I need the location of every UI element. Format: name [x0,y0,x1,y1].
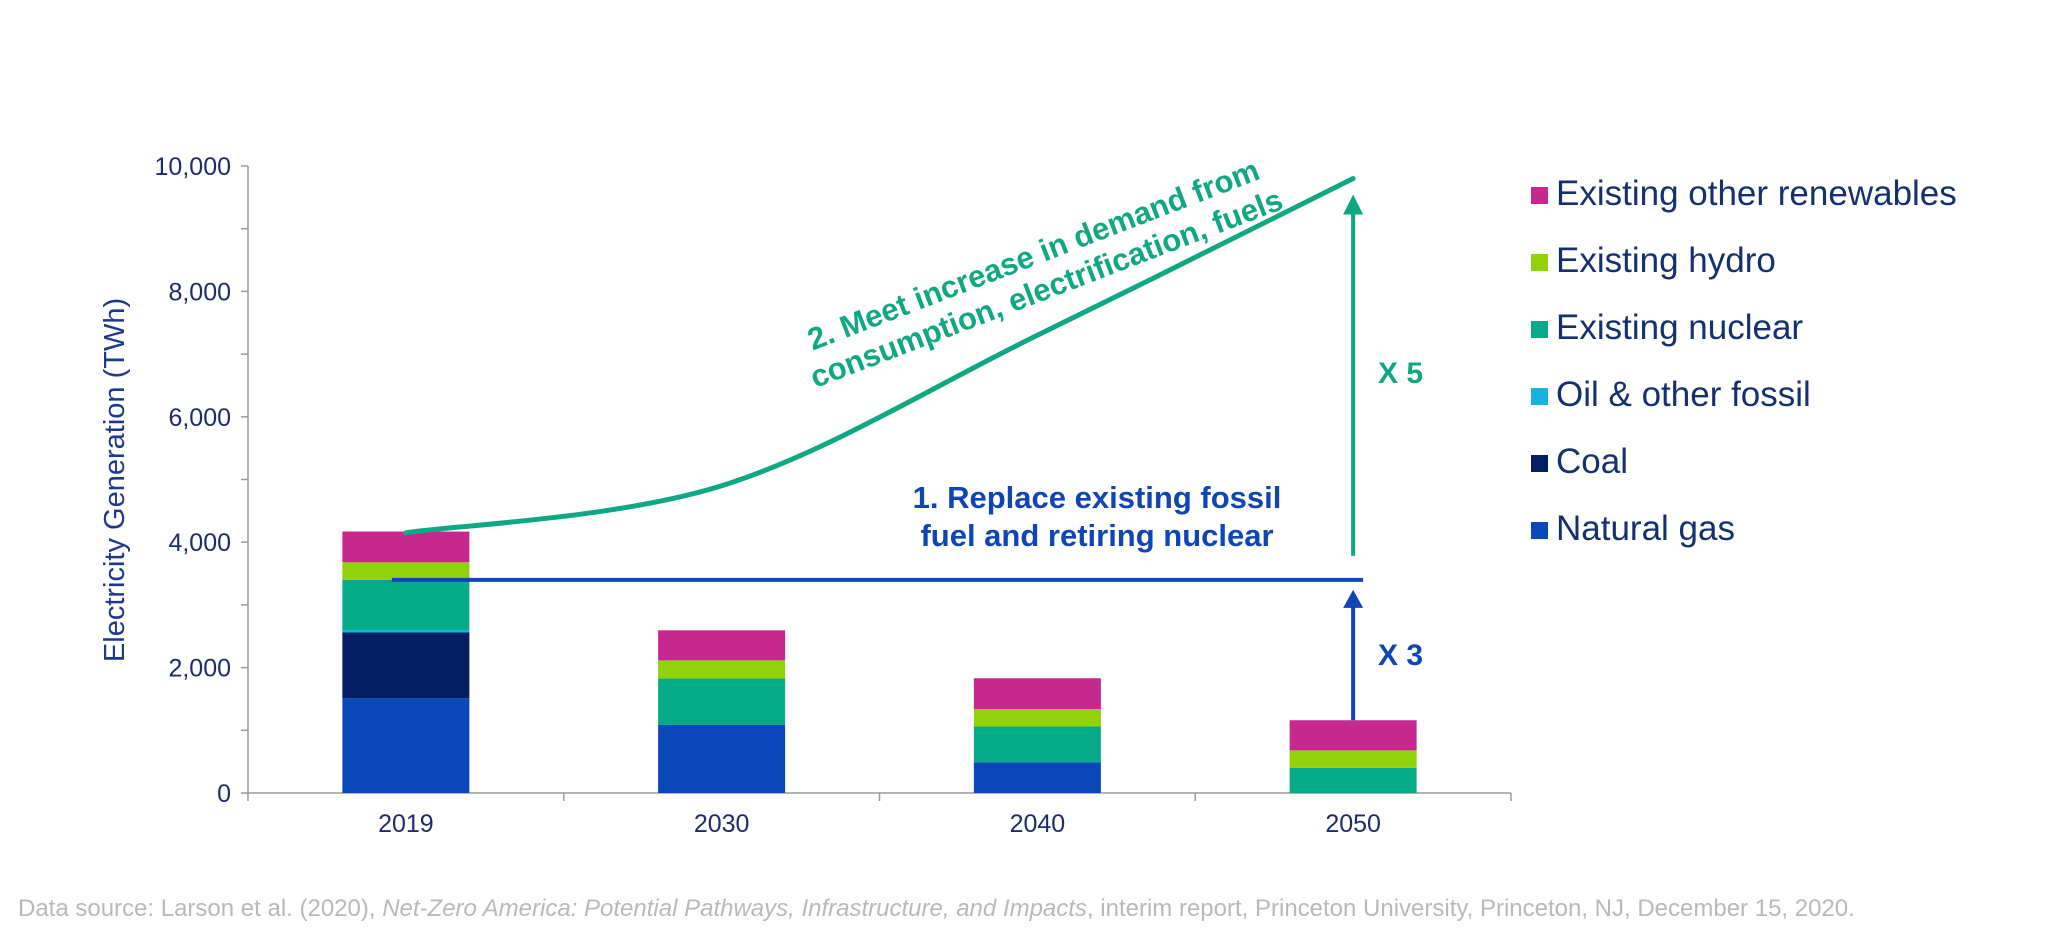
replace-annotation-line1: 1. Replace existing fossil [913,480,1282,515]
bar-segment-coal [342,632,470,699]
legend-label: Existing nuclear [1556,307,1804,347]
legend: Existing other renewables Existing hydro E… [1531,160,1957,562]
legend-label: Natural gas [1556,508,1735,548]
y-tick-label: 6,000 [168,404,231,432]
y-tick-label: 2,000 [168,655,231,683]
bar-segment-existing-other-renewables [973,678,1101,709]
legend-swatch [1531,254,1548,271]
bar-segment-existing-nuclear [1289,767,1417,793]
y-axis-label: Electricity Generation (TWh) [99,298,131,662]
bar-segment-existing-other-renewables [658,630,786,661]
bar-segment-existing-nuclear [973,726,1101,763]
x-tick-label: 2019 [378,810,434,838]
y-tick-label: 10,000 [155,153,231,181]
bar-segment-existing-hydro [342,562,470,580]
x-tick-label: 2040 [1010,810,1066,838]
bar-segment-existing-hydro [658,660,786,679]
bar-segment-natural-gas [973,762,1101,793]
replace-annotation-line2: fuel and retiring nuclear [920,518,1273,553]
legend-label: Existing hydro [1556,240,1776,280]
bar-segment-natural-gas [342,698,470,793]
legend-item: Coal [1531,428,1957,495]
legend-item: Existing other renewables [1531,160,1957,227]
x-tick-label: 2030 [694,810,750,838]
legend-item: Natural gas [1531,495,1957,562]
bar-segment-existing-nuclear [658,678,786,725]
legend-swatch [1531,187,1548,204]
bar-segment-existing-other-renewables [342,531,470,563]
bar-segment-existing-other-renewables [1289,720,1417,751]
bar-segment-existing-hydro [1289,750,1417,768]
x-tick-label: 2050 [1325,810,1381,838]
legend-label: Existing other renewables [1556,173,1957,213]
legend-swatch [1531,321,1548,338]
footnote-title: Net-Zero America: Potential Pathways, In… [382,895,1087,922]
bar-segment-existing-hydro [973,708,1101,727]
y-tick-label: 0 [217,780,231,808]
demand-curve [403,176,1356,536]
legend-item: Existing nuclear [1531,294,1957,361]
x3-arrow-head-icon [1343,589,1364,608]
multiplier-x5: X 5 [1378,357,1423,390]
legend-label: Coal [1556,441,1628,481]
multiplier-x3: X 3 [1378,639,1423,672]
y-tick-label: 8,000 [168,278,231,306]
bar-segment-natural-gas [658,724,786,793]
y-tick-label: 4,000 [168,529,231,557]
bar-segment-oil-other-fossil [342,629,470,633]
legend-swatch [1531,455,1548,472]
legend-swatch [1531,388,1548,405]
bar-segment-existing-nuclear [342,579,470,630]
legend-label: Oil & other fossil [1556,374,1811,414]
legend-item: Existing hydro [1531,227,1957,294]
footnote-prefix: Data source: Larson et al. (2020), [18,895,383,922]
footnote: Data source: Larson et al. (2020), Net-Z… [18,895,1855,923]
legend-swatch [1531,522,1548,539]
x5-arrow-head-icon [1343,194,1364,215]
footnote-suffix: , interim report, Princeton University, … [1086,895,1855,922]
legend-item: Oil & other fossil [1531,361,1957,428]
demand-annotation-line2: consumption, electrification, fuels [805,182,1287,395]
